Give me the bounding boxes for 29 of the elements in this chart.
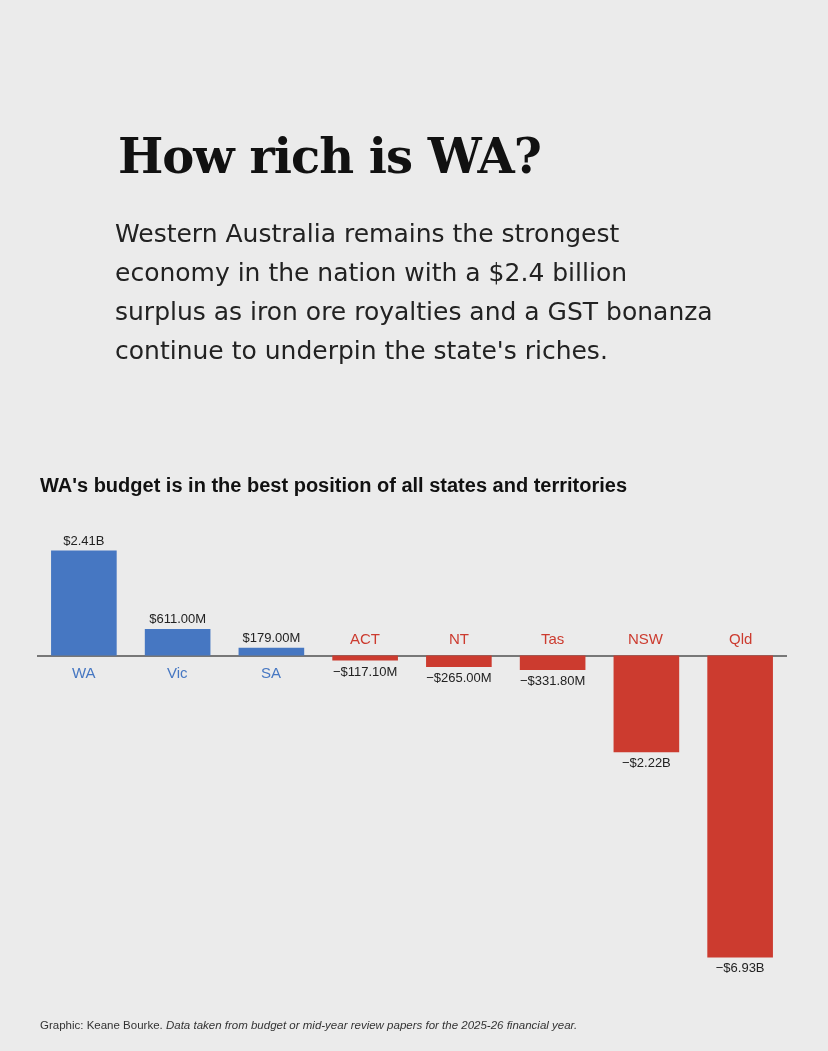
- data-label: $611.00M: [149, 610, 207, 626]
- bar: [332, 655, 398, 661]
- x-tick-label: NSW: [628, 630, 664, 647]
- bar: [51, 550, 117, 656]
- x-tick-label: NT: [449, 630, 469, 647]
- bar: [144, 628, 211, 656]
- data-label: −$265.00M: [426, 670, 492, 686]
- x-tick-label: SA: [261, 664, 282, 681]
- x-tick-label: Qld: [729, 630, 753, 647]
- data-label: −$331.80M: [519, 672, 586, 688]
- chart-subtitle: Western Australia remains the strongest economy in the nation with a $2.4 billion surplus as iron ore royalties and a GST bonanza continue to underpin the state's riches.: [115, 218, 714, 367]
- bar: [519, 655, 586, 670]
- chart-title: How rich is WA?: [118, 128, 541, 184]
- x-tick-label: WA: [72, 664, 96, 681]
- x-tick-label: Vic: [167, 664, 189, 681]
- data-label: −$117.10M: [332, 663, 398, 679]
- data-label: $2.41B: [63, 532, 105, 548]
- text: Data taken from budget or mid-year review papers for the 2025-26 financial year.: [165, 1019, 578, 1031]
- bar: [707, 655, 773, 958]
- x-tick-label: Tas: [541, 630, 565, 647]
- bar: [426, 655, 492, 668]
- x-tick-label: ACT: [350, 630, 380, 647]
- data-label: −$6.93B: [715, 960, 765, 976]
- data-label: −$2.22B: [621, 755, 671, 771]
- text: WA's budget is in the best position of all states and territories: [40, 474, 628, 497]
- text: Graphic: Keane Bourke.: [40, 1019, 163, 1031]
- data-label: $179.00M: [242, 629, 301, 645]
- bar: [613, 655, 680, 753]
- bar: [238, 647, 305, 656]
